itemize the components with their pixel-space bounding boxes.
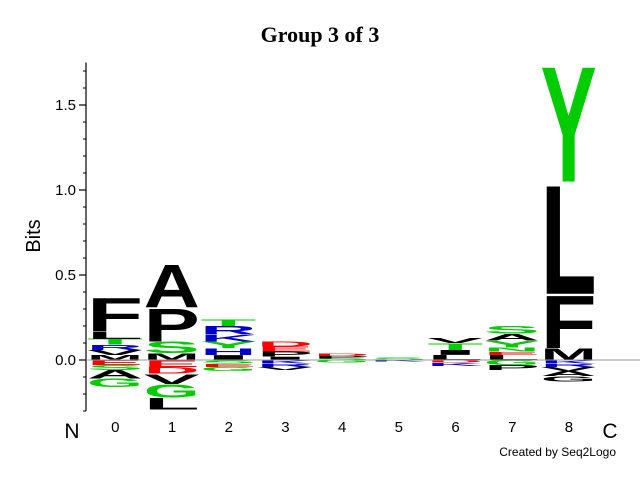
logo-letter-D: D xyxy=(427,359,483,363)
logo-letter-S: S xyxy=(200,359,256,364)
logo-letter-K: K xyxy=(200,333,256,344)
y-tick-label: 0.5 xyxy=(55,267,76,284)
x-tick-label: 4 xyxy=(338,419,346,436)
logo-letter-Y: Y xyxy=(200,340,256,351)
logo-letter-Y: Y xyxy=(484,339,540,350)
logo-letter-G: G xyxy=(144,381,200,402)
y-axis-label: Bits xyxy=(23,219,45,252)
logo-letter-L: L xyxy=(427,354,483,362)
logo-letter-V: V xyxy=(87,348,143,356)
logo-letter-I: I xyxy=(200,354,256,362)
logo-letter-L: L xyxy=(87,329,143,341)
x-tick-label: 7 xyxy=(508,419,516,436)
logo-letter-S: S xyxy=(87,364,143,372)
logo-letter-D: D xyxy=(144,365,200,376)
logo-letter-G: G xyxy=(200,366,256,373)
logo-letter-A: A xyxy=(144,252,200,320)
logo-letter-A: A xyxy=(484,332,540,343)
logo-letter-P: P xyxy=(484,364,540,372)
logo-letter-E: E xyxy=(87,359,143,367)
logo-letter-S: S xyxy=(144,338,200,357)
logo-letter-M: M xyxy=(144,352,200,362)
y-tick-label: 0.0 xyxy=(55,352,76,369)
logo-letter-G: G xyxy=(87,376,143,389)
logo-letter-F: F xyxy=(541,280,597,365)
logo-letter-Y: Y xyxy=(541,31,597,216)
logo-letter-D: D xyxy=(314,353,370,357)
logo-letter-S: S xyxy=(371,357,427,361)
logo-letter-A: A xyxy=(87,368,143,381)
logo-letter-I: I xyxy=(257,356,313,361)
logo-letter-L: L xyxy=(541,154,597,328)
logo-letter-V: V xyxy=(541,366,597,373)
logo-column-5: SK xyxy=(371,357,428,362)
logo-letter-G: G xyxy=(314,359,370,363)
logo-letter-K: K xyxy=(257,359,313,364)
n-terminus-label: N xyxy=(64,420,79,443)
c-terminus-label: C xyxy=(602,420,617,443)
logo-letter-K: K xyxy=(541,359,597,364)
x-tick-label: 0 xyxy=(111,419,119,436)
logo-letter-E: E xyxy=(257,345,313,353)
logo-letter-I: I xyxy=(427,349,483,357)
logo-letter-L: L xyxy=(484,354,540,362)
logo-letter-V: V xyxy=(257,366,313,371)
logo-columns: MVRTLFESAGMSPAEDVGLIHYKRTSEGIPEDKRVSPDGS… xyxy=(87,31,597,412)
logo-letter-R: R xyxy=(200,324,256,337)
logo-letter-L: L xyxy=(144,394,200,413)
logo-letter-E: E xyxy=(144,358,200,369)
y-tick-label: 1.0 xyxy=(55,182,76,199)
logo-letter-S: S xyxy=(314,358,370,361)
logo-letter-R: R xyxy=(87,343,143,351)
logo-letter-E: E xyxy=(484,351,540,356)
logo-letter-V: V xyxy=(427,337,483,345)
logo-letter-V: V xyxy=(144,371,200,387)
logo-letter-F: F xyxy=(87,289,143,341)
logo-letter-A: A xyxy=(541,370,597,378)
x-tick-label: 5 xyxy=(395,419,403,436)
logo-letter-M: M xyxy=(541,345,597,363)
x-tick-label: 3 xyxy=(281,419,289,436)
x-axis: 0 1 2 3 4 5 6 7 8 xyxy=(111,419,573,436)
logo-letter-K: K xyxy=(427,362,483,367)
logo-letter-P: P xyxy=(144,299,200,352)
y-tick-label: 1.5 xyxy=(55,97,76,114)
logo-letter-S: S xyxy=(484,324,540,336)
logo-letter-N: N xyxy=(484,346,540,353)
logo-letter-P: P xyxy=(257,350,313,358)
x-tick-label: 1 xyxy=(168,419,176,436)
x-tick-label: 6 xyxy=(451,419,459,436)
logo-letter-M: M xyxy=(87,354,143,362)
logo-letter-H: H xyxy=(200,346,256,357)
logo-letter-R: R xyxy=(257,363,313,368)
logo-letter-D: D xyxy=(257,340,313,348)
logo-letter-G: G xyxy=(541,375,597,383)
logo-letter-T: T xyxy=(200,317,256,328)
logo-letter-E: E xyxy=(200,363,256,368)
logo-letter-P: P xyxy=(314,355,370,359)
logo-letter-R: R xyxy=(541,363,597,368)
chart-title: Group 3 of 3 xyxy=(261,22,380,47)
logo-letter-T: T xyxy=(87,337,143,346)
x-tick-label: 8 xyxy=(565,419,573,436)
logo-letter-G: G xyxy=(484,359,540,367)
logo-letter-K: K xyxy=(371,360,428,363)
logo-letter-T: T xyxy=(427,341,483,352)
credit-text: Created by Seq2Logo xyxy=(499,445,616,459)
x-tick-label: 2 xyxy=(225,419,233,436)
y-axis: 0.0 0.5 1.0 1.5 xyxy=(55,62,87,412)
